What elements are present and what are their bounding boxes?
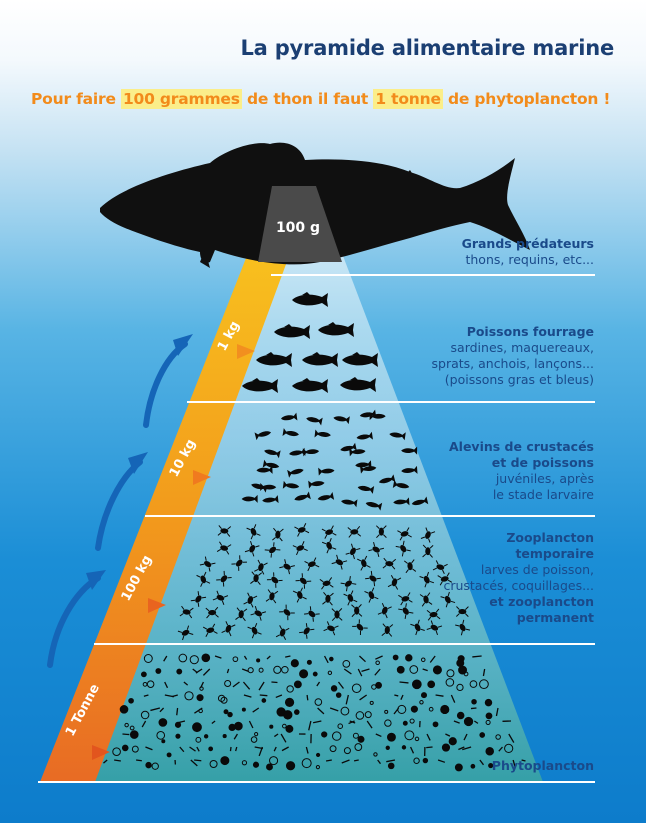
subtitle: Pour faire 100 grammes de thon il faut 1… xyxy=(31,89,611,109)
level-heading: Grands prédateurs xyxy=(461,236,594,251)
level-label-phytoplankton: Phytoplancton xyxy=(491,758,594,773)
level-label-fry: Alevins de crustacés et de poissons juvé… xyxy=(449,439,594,503)
level-detail: le stade larvaire xyxy=(492,487,594,502)
band-arrow-4 xyxy=(237,344,255,359)
level-heading: temporaire xyxy=(515,546,594,561)
level-detail: sardines, maquereaux, xyxy=(450,340,594,355)
subtitle-highlight-100g: 100 grammes xyxy=(120,89,242,109)
subtitle-part-1: Pour faire xyxy=(31,90,121,108)
subtitle-part-3: de phytoplancton ! xyxy=(442,90,611,108)
phytoplankton-group xyxy=(103,653,526,772)
level-heading: et zooplancton xyxy=(489,594,594,609)
level-detail: larves de poisson, xyxy=(480,562,594,577)
level-heading: Zooplancton xyxy=(506,530,594,545)
top-weight-label: 100 g xyxy=(276,220,320,236)
level-detail: (poissons gras et bleus) xyxy=(444,372,594,387)
level-heading: et de poissons xyxy=(491,455,594,470)
page-title: La pyramide alimentaire marine xyxy=(240,36,614,60)
band-arrow-3 xyxy=(193,470,211,485)
subtitle-highlight-1t: 1 tonne xyxy=(373,89,443,109)
level-label-forage-fish: Poissons fourrage sardines, maquereaux, … xyxy=(432,324,595,388)
level-detail: crustacés, coquillages... xyxy=(443,578,594,593)
flow-arrow-1 xyxy=(47,575,101,668)
flow-arrow-2 xyxy=(95,459,143,551)
level-label-zooplankton: Zooplancton temporaire larves de poisson… xyxy=(443,530,594,626)
level-detail: sprats, anchois, lançons... xyxy=(431,356,595,371)
flow-arrow-3 xyxy=(143,341,188,428)
level-detail: thons, requins, etc... xyxy=(465,252,594,267)
subtitle-part-2: de thon il faut xyxy=(241,90,374,108)
flow-arrowhead-3 xyxy=(173,334,193,356)
level-heading: Poissons fourrage xyxy=(466,324,594,339)
flow-arrowhead-2 xyxy=(128,452,148,474)
level-detail: juvéniles, après xyxy=(495,471,594,486)
level-heading: Alevins de crustacés xyxy=(449,439,594,454)
level-heading: permanent xyxy=(516,610,594,625)
top-level-box xyxy=(258,186,342,262)
band-arrow-1 xyxy=(92,745,110,760)
flow-arrowhead-1 xyxy=(86,570,106,590)
level-label-predators: Grands prédateurs thons, requins, etc... xyxy=(462,236,594,268)
band-arrow-2 xyxy=(148,598,166,613)
